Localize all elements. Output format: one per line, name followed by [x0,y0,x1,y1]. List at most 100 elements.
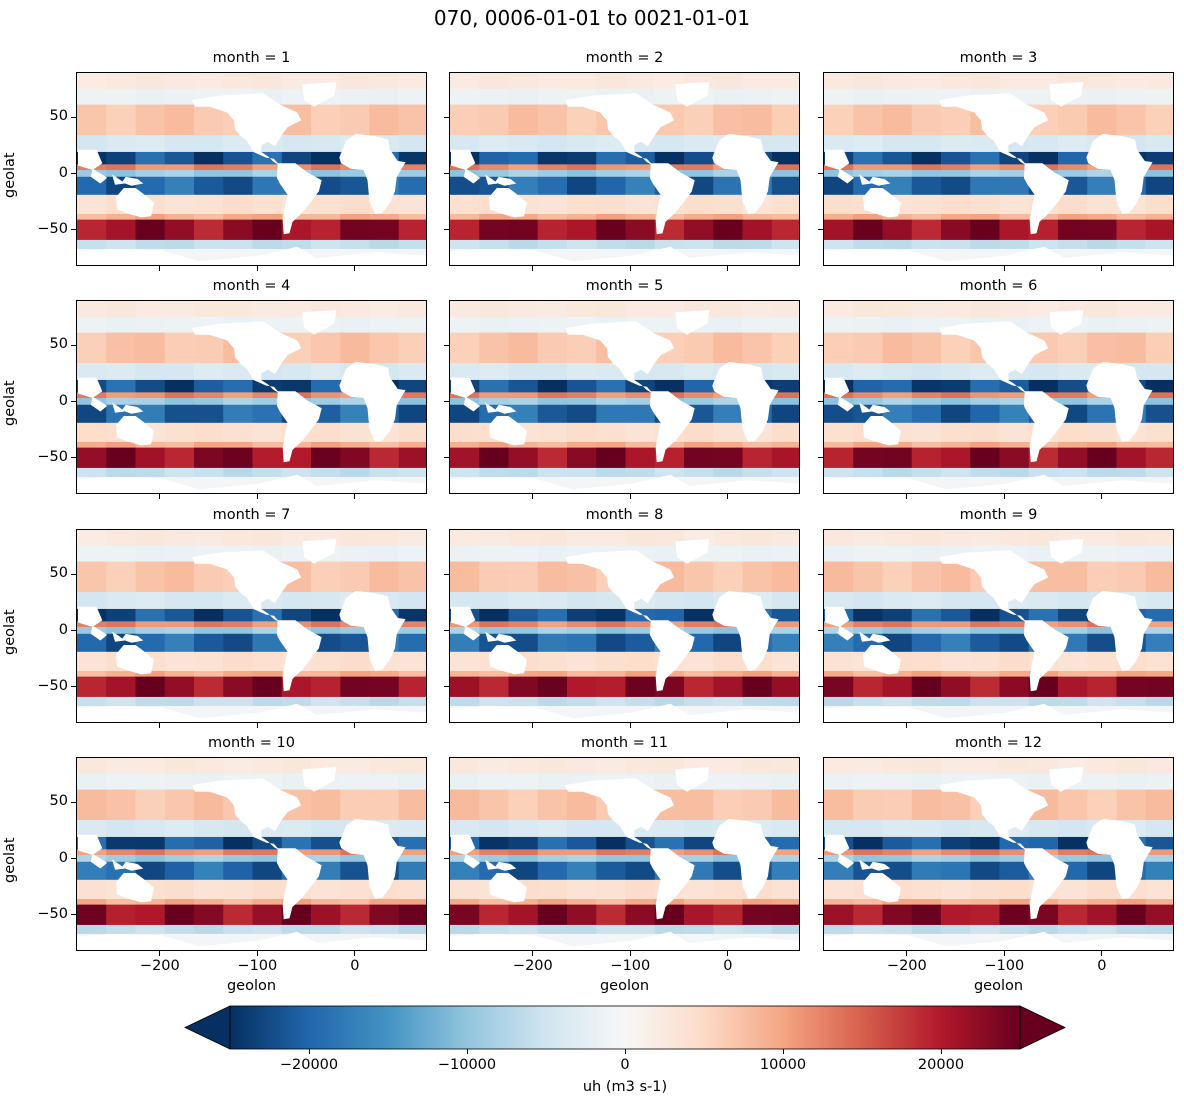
heatmap-cell [77,904,107,926]
panel-title: month = 6 [959,278,1038,294]
heatmap-cell [106,170,137,178]
heatmap-cell [941,404,971,424]
heatmap-cell [713,773,744,791]
y-tick-label: 50 [49,336,68,353]
colorbar-tick-label: −10000 [437,1057,497,1073]
heatmap-cell [941,627,971,635]
heatmap-cell [106,88,137,106]
heatmap-cell [853,170,884,178]
y-tick [444,457,449,459]
heatmap-cell [911,467,942,478]
heatmap-cell [1145,164,1173,171]
heatmap-cell [479,392,510,399]
heatmap-cell [194,696,224,707]
land-mask [339,361,406,442]
heatmap-cell [479,561,510,593]
x-tick [629,723,631,728]
heatmap-cell [853,104,884,136]
heatmap-cell [369,332,400,364]
heatmap-cell [340,398,371,406]
y-tick [818,229,823,231]
heatmap-cell [223,219,254,241]
land-mask [450,931,799,950]
y-tick-label: 50 [49,108,68,125]
heatmap-cell [742,904,773,926]
heatmap-cell [882,88,913,106]
y-tick [818,573,823,575]
land-mask [112,402,125,413]
heatmap-cell [625,676,656,698]
heatmap-cell [164,301,195,318]
heatmap-cell [369,670,400,678]
heatmap-cell [882,670,913,678]
heatmap-cell [771,545,799,563]
heatmap-cell [77,301,107,318]
heatmap-cell [853,676,884,698]
heatmap-cell [537,363,568,381]
heatmap-cell [853,239,884,250]
heatmap-cell [1058,592,1088,610]
heatmap-cell [970,904,1001,926]
heatmap-cell [999,530,1030,547]
heatmap-cell [1116,213,1147,221]
heatmap-cell [596,164,627,171]
land-mask [78,606,103,627]
panel-title: month = 12 [955,735,1042,751]
land-mask [485,631,498,642]
heatmap-cell [596,447,627,469]
heatmap-cell [508,836,539,850]
heatmap-cell [713,422,744,443]
heatmap-cell [853,849,884,856]
heatmap-cell [1145,176,1173,196]
heatmap-cell [537,849,568,856]
heatmap-cell [77,213,107,221]
heatmap-cell [970,392,1001,399]
heatmap-cell [311,379,341,393]
land-mask [675,767,710,792]
land-mask [824,246,1173,265]
heatmap-cell [223,608,254,622]
heatmap-cell [853,904,884,926]
heatmap-cell [106,924,137,935]
heatmap-cell [106,670,137,678]
heatmap-cell [911,316,942,334]
heatmap-cell [135,530,166,547]
land-mask [90,396,108,412]
heatmap-cell [911,879,942,900]
heatmap-cell [1116,301,1147,318]
heatmap-cell [1087,73,1118,90]
heatmap-cell [1145,561,1173,593]
heatmap-cell [252,849,283,856]
heatmap-cell [771,88,799,106]
heatmap-cell [882,789,913,821]
y-tick-label: 0 [58,392,68,409]
y-tick [71,801,76,803]
heatmap-cell [340,670,371,678]
heatmap-cell [340,404,371,424]
heatmap-cell [999,676,1030,698]
heatmap-cell [340,104,371,136]
heatmap-cell [771,441,799,449]
y-axis-label: geolat [2,152,18,198]
heatmap-cell [882,467,913,478]
heatmap-cell [1145,219,1173,241]
heatmap-cell [311,820,341,838]
colorbar-svg [184,1005,1066,1050]
heatmap-cell [223,855,254,863]
heatmap-cell [999,170,1030,178]
land-mask [649,620,695,692]
heatmap-cell [194,164,224,171]
heatmap-cell [999,627,1030,635]
y-tick [71,457,76,459]
heatmap-cell [970,467,1001,478]
heatmap-cell [911,670,942,678]
heatmap-cell [252,73,283,90]
heatmap-cell [625,670,656,678]
heatmap-cell [911,621,942,628]
land-mask [116,873,154,903]
heatmap-cell [596,170,627,178]
heatmap-cell [340,467,371,478]
heatmap-cell [970,239,1001,250]
heatmap-cell [742,467,773,478]
heatmap-cell [1116,924,1147,935]
